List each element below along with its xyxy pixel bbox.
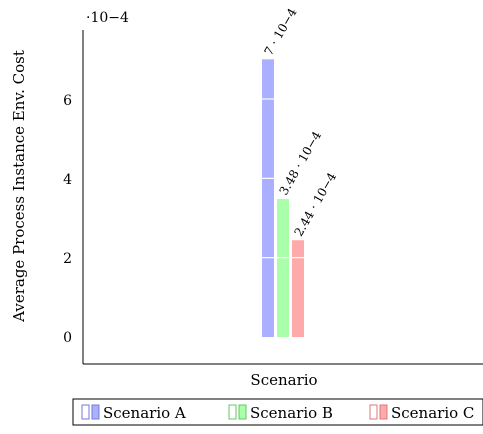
bar-scenario-c (292, 240, 304, 337)
legend-swatch-scenario-a (91, 404, 100, 420)
legend-frame (72, 398, 483, 426)
y-tick-label-6: 6 (63, 93, 72, 109)
legend-swatch-scenario-c-outline (369, 404, 378, 420)
legend-swatch-scenario-b-outline (228, 404, 237, 420)
y-tick-label-4: 4 (63, 172, 72, 188)
grid-lines-group (262, 98, 304, 259)
y-tick-label-2: 2 (63, 251, 72, 267)
y-axis-label: Average Process Instance Env. Cost (10, 50, 28, 323)
bar-scenario-a (262, 59, 274, 337)
legend-swatch-scenario-c (379, 404, 388, 420)
bars-group (262, 59, 304, 337)
legend-swatch-scenario-b (238, 404, 247, 420)
legend: Scenario A Scenario B Scenario C (72, 398, 483, 426)
data-label-scenario-a: 7 · 10−4 (261, 5, 299, 57)
legend-label-scenario-b: Scenario B (250, 404, 333, 422)
x-axis-label: Scenario (250, 371, 317, 389)
y-axis-multiplier: ·10−4 (86, 10, 129, 26)
y-tick-label-0: 0 (63, 330, 72, 346)
data-label-scenario-c: 2.44 · 10−4 (291, 170, 339, 239)
legend-label-scenario-c: Scenario C (391, 404, 474, 422)
legend-label-scenario-a: Scenario A (103, 404, 186, 422)
legend-swatch-scenario-a-outline (81, 404, 90, 420)
bar-scenario-b (277, 198, 289, 337)
